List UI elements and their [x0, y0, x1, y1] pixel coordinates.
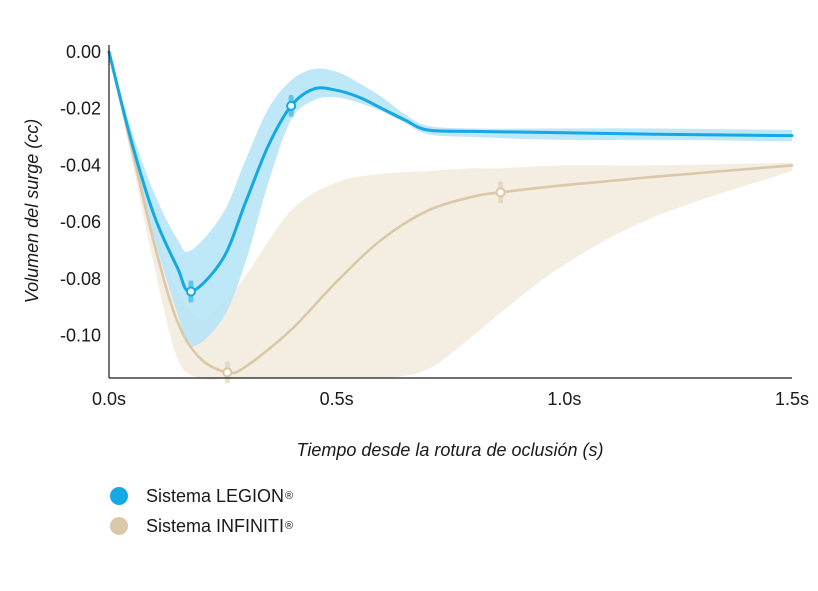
legend-suffix-legion: ® — [285, 490, 294, 502]
chart-legend: Sistema LEGION ® Sistema INFINITI ® — [110, 481, 293, 541]
legend-item-infiniti: Sistema INFINITI ® — [110, 511, 293, 541]
legend-swatch-infiniti — [110, 517, 128, 535]
y-tick-label: 0.00 — [66, 42, 101, 62]
y-tick-label: -0.02 — [60, 99, 101, 119]
y-tick-label: -0.10 — [60, 325, 101, 345]
y-tick-label: -0.08 — [60, 269, 101, 289]
y-tick-label: -0.06 — [60, 212, 101, 232]
marker-point-legion-1 — [286, 100, 297, 111]
legend-suffix-infiniti: ® — [285, 520, 294, 532]
band-infiniti — [109, 52, 792, 380]
legend-swatch-legion — [110, 487, 128, 505]
marker-point-infiniti-0 — [222, 367, 233, 378]
y-tick-label: -0.04 — [60, 155, 101, 175]
marker-point-legion-0 — [185, 286, 196, 297]
legend-item-legion: Sistema LEGION ® — [110, 481, 293, 511]
axes — [108, 45, 792, 379]
x-tick-label: 1.5s — [775, 389, 809, 409]
x-tick-labels: 0.0s 0.5s 1.0s 1.5s — [92, 389, 809, 409]
line-infiniti — [107, 50, 794, 375]
y-axis-title: Volumen del surge (cc) — [22, 119, 42, 303]
x-tick-label: 0.5s — [320, 389, 354, 409]
legend-label-infiniti: Sistema INFINITI — [146, 515, 285, 536]
confidence-bands — [109, 52, 792, 380]
x-tick-label: 0.0s — [92, 389, 126, 409]
y-tick-labels: 0.00 -0.02 -0.04 -0.06 -0.08 -0.10 — [60, 42, 101, 345]
legend-label-legion: Sistema LEGION — [146, 485, 285, 506]
x-tick-label: 1.0s — [547, 389, 581, 409]
series-lines — [107, 50, 794, 375]
marker-point-infiniti-1 — [495, 187, 506, 198]
x-axis-title: Tiempo desde la rotura de oclusión (s) — [297, 440, 604, 460]
line-legion — [107, 50, 794, 294]
